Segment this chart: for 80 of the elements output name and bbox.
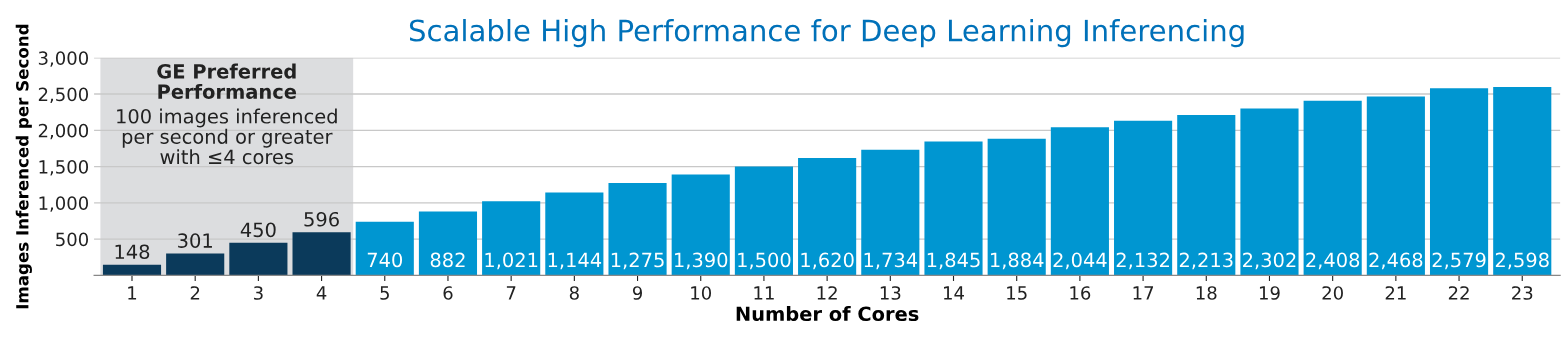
x-tick-label: 21 bbox=[1385, 286, 1406, 300]
data-label: 2,579 bbox=[1432, 252, 1486, 270]
annotation: 100 images inferenced per second or greater with ≤4 cores bbox=[117, 108, 337, 165]
data-label: 1,390 bbox=[675, 252, 728, 270]
bar bbox=[355, 221, 414, 276]
band-label: GE Preferred Performance bbox=[157, 63, 297, 99]
data-label: 882 bbox=[430, 252, 465, 268]
bar bbox=[1114, 120, 1173, 276]
x-tick-label: 7 bbox=[506, 286, 516, 300]
bar bbox=[1366, 96, 1425, 276]
data-label: 1,021 bbox=[485, 252, 538, 270]
data-label: 2,132 bbox=[1116, 252, 1169, 270]
data-label: 1,845 bbox=[927, 252, 980, 270]
bar bbox=[1050, 127, 1109, 276]
data-label: 1,734 bbox=[864, 252, 918, 270]
data-label: 740 bbox=[367, 252, 403, 268]
x-tick-label: 5 bbox=[380, 286, 389, 300]
bar bbox=[1493, 86, 1552, 276]
x-tick-label: 17 bbox=[1133, 286, 1154, 300]
bar bbox=[1240, 108, 1299, 276]
data-label: 596 bbox=[304, 211, 339, 227]
x-tick-label: 15 bbox=[1007, 286, 1027, 300]
x-tick-label: 8 bbox=[569, 286, 579, 300]
data-label: 2,468 bbox=[1369, 252, 1423, 270]
data-label: 1,144 bbox=[548, 252, 602, 270]
data-label: 2,302 bbox=[1243, 252, 1296, 270]
bar bbox=[229, 242, 288, 276]
x-tick-label: 10 bbox=[691, 286, 712, 300]
x-tick-label: 19 bbox=[1259, 286, 1280, 300]
x-axis-title: Number of Cores bbox=[736, 306, 919, 322]
bar bbox=[166, 253, 225, 276]
x-tick-label: 18 bbox=[1196, 286, 1217, 300]
bar bbox=[924, 141, 983, 276]
data-label: 2,044 bbox=[1053, 252, 1107, 270]
data-label: 1,620 bbox=[801, 252, 854, 270]
y-tick-label: 2,000 bbox=[38, 123, 89, 140]
bar bbox=[608, 182, 667, 276]
x-tick-label: 16 bbox=[1070, 286, 1091, 300]
bar bbox=[1303, 100, 1362, 276]
y-axis-title: Images Inferenced per Second bbox=[15, 24, 32, 309]
x-tick-label: 20 bbox=[1322, 286, 1343, 300]
x-tick-label: 13 bbox=[880, 286, 901, 300]
y-tick-label: 1,000 bbox=[39, 196, 89, 212]
data-label: 2,213 bbox=[1179, 252, 1233, 270]
bar bbox=[292, 232, 351, 276]
x-tick-label: 1 bbox=[128, 286, 137, 300]
data-label: 301 bbox=[178, 233, 212, 248]
x-tick-label: 4 bbox=[316, 286, 327, 300]
data-label: 1,884 bbox=[991, 252, 1044, 270]
y-tick-label: 500 bbox=[56, 232, 89, 247]
x-tick-label: 6 bbox=[443, 286, 453, 300]
data-label: 450 bbox=[240, 222, 276, 238]
data-label: 148 bbox=[115, 244, 150, 260]
bar bbox=[734, 166, 793, 276]
bar bbox=[1177, 114, 1236, 276]
bar bbox=[418, 211, 478, 276]
x-tick-label: 11 bbox=[754, 286, 774, 300]
data-label: 1,500 bbox=[738, 252, 791, 270]
bar bbox=[482, 201, 541, 276]
x-tick-label: 22 bbox=[1448, 286, 1469, 300]
x-tick-label: 12 bbox=[817, 286, 837, 300]
x-tick-label: 2 bbox=[190, 286, 200, 300]
bar bbox=[987, 138, 1046, 276]
bar bbox=[798, 157, 857, 276]
bar bbox=[545, 192, 604, 276]
bar bbox=[861, 149, 920, 276]
x-tick-label: 14 bbox=[944, 286, 964, 300]
bar bbox=[102, 264, 162, 276]
data-label: 1,275 bbox=[611, 252, 664, 270]
x-tick-label: 3 bbox=[254, 286, 263, 300]
data-label: 2,408 bbox=[1306, 252, 1360, 270]
chart-title: Scalable High Performance for Deep Learning Inferencing bbox=[409, 18, 1244, 48]
bar bbox=[1429, 88, 1489, 276]
x-tick-label: 9 bbox=[632, 286, 643, 300]
x-tick-label: 23 bbox=[1512, 286, 1533, 300]
y-tick-label: 3,000 bbox=[38, 51, 89, 67]
y-tick-label: 1,500 bbox=[39, 160, 89, 176]
data-label: 2,598 bbox=[1495, 252, 1549, 270]
y-tick-label: 2,500 bbox=[38, 87, 89, 104]
bar bbox=[671, 174, 730, 276]
